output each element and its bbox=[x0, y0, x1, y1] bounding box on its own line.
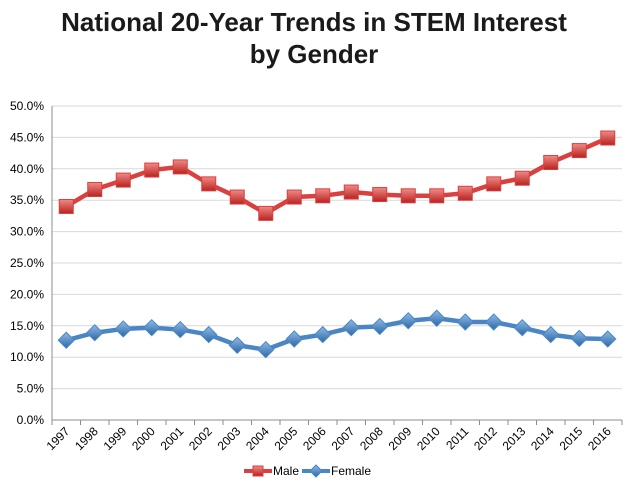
x-axis-tick-labels: 1997 1998 1999 2000 2001 2002 2003 2004 2005 2006… bbox=[44, 424, 615, 453]
x-tick-label: 2000 bbox=[129, 424, 158, 453]
male-data-point bbox=[87, 182, 103, 198]
female-data-point bbox=[342, 318, 360, 337]
male-data-point bbox=[315, 188, 331, 204]
legend-item-female: Female bbox=[302, 464, 371, 478]
legend-label: Male bbox=[273, 464, 299, 478]
male-data-point bbox=[514, 170, 530, 186]
legend-label: Female bbox=[331, 464, 371, 478]
x-tick-label: 1999 bbox=[101, 424, 130, 453]
female-data-point bbox=[399, 312, 417, 330]
y-tick-label: 20.0% bbox=[10, 287, 44, 301]
x-tick-label: 2015 bbox=[557, 424, 586, 453]
y-tick-label: 30.0% bbox=[10, 225, 44, 239]
x-tick-label: 2008 bbox=[357, 424, 386, 453]
x-tick-label: 2002 bbox=[186, 424, 215, 453]
data-series bbox=[57, 130, 617, 359]
male-data-point bbox=[286, 189, 302, 205]
female-data-point bbox=[428, 309, 446, 327]
female-series-line bbox=[64, 316, 610, 352]
female-data-point bbox=[314, 325, 332, 344]
male-data-point bbox=[343, 184, 359, 200]
female-data-point bbox=[485, 313, 503, 331]
female-data-point bbox=[570, 329, 588, 348]
legend: Male Female bbox=[244, 464, 371, 478]
series-male bbox=[58, 130, 616, 221]
x-tick-label: 2012 bbox=[471, 424, 500, 453]
female-data-point bbox=[599, 330, 617, 348]
female-data-point bbox=[228, 336, 246, 354]
female-data-point bbox=[57, 331, 75, 349]
gridlines bbox=[52, 105, 622, 390]
x-tick-label: 2011 bbox=[443, 424, 471, 452]
legend-item-male: Male bbox=[244, 464, 299, 478]
female-data-point bbox=[513, 318, 531, 337]
female-data-point bbox=[200, 325, 218, 344]
female-data-point bbox=[456, 313, 474, 331]
x-tick-label: 2003 bbox=[215, 424, 244, 453]
chart-title-line-2: by Gender bbox=[249, 39, 379, 69]
male-data-point bbox=[486, 176, 502, 192]
y-axis-tick-labels: 0.0% 5.0% 10.0% 15.0% 20.0% 25.0% 30.0% 35.0% 40… bbox=[10, 99, 44, 427]
y-tick-label: 5.0% bbox=[17, 382, 45, 396]
y-tick-label: 35.0% bbox=[10, 193, 44, 207]
male-data-point bbox=[400, 188, 416, 204]
female-data-point bbox=[257, 340, 275, 359]
male-data-point bbox=[201, 176, 217, 192]
female-data-point bbox=[171, 320, 189, 339]
male-data-point bbox=[457, 185, 473, 201]
female-data-point bbox=[285, 330, 303, 348]
x-tick-label: 2005 bbox=[272, 424, 301, 453]
y-tick-label: 40.0% bbox=[10, 162, 44, 176]
male-data-point bbox=[372, 187, 388, 203]
legend-swatch-marker bbox=[252, 465, 264, 477]
y-tick-label: 25.0% bbox=[10, 256, 44, 270]
x-tick-label: 2010 bbox=[414, 424, 443, 453]
x-tick-label: 2001 bbox=[158, 424, 187, 453]
male-data-point bbox=[115, 172, 131, 188]
chart-title: National 20-Year Trends in STEM Interest… bbox=[0, 6, 628, 70]
y-tick-label: 45.0% bbox=[10, 130, 44, 144]
y-tick-label: 50.0% bbox=[10, 99, 44, 113]
male-data-point bbox=[258, 205, 274, 221]
male-data-point bbox=[172, 159, 188, 175]
male-data-point bbox=[229, 189, 245, 205]
x-tick-label: 2014 bbox=[528, 424, 557, 453]
male-data-point bbox=[58, 198, 74, 214]
legend-swatch-marker bbox=[309, 464, 323, 478]
male-data-point bbox=[543, 155, 559, 171]
male-data-point bbox=[144, 162, 160, 178]
male-data-point bbox=[429, 188, 445, 204]
female-data-point bbox=[114, 320, 132, 338]
y-tick-label: 15.0% bbox=[10, 319, 44, 333]
x-tick-label: 2013 bbox=[500, 424, 529, 453]
x-tick-label: 1998 bbox=[72, 424, 101, 453]
chart-title-line-1: National 20-Year Trends in STEM Interest bbox=[61, 7, 567, 37]
female-data-point bbox=[86, 324, 104, 342]
series-female bbox=[57, 309, 617, 359]
x-tick-label: 2007 bbox=[329, 424, 358, 453]
x-tick-label: 2009 bbox=[386, 424, 415, 453]
male-data-point bbox=[600, 130, 616, 146]
female-data-point bbox=[542, 325, 560, 344]
axes bbox=[51, 106, 623, 425]
y-tick-label: 0.0% bbox=[17, 413, 45, 427]
male-data-point bbox=[571, 143, 587, 159]
female-data-point bbox=[371, 317, 389, 336]
female-data-point bbox=[143, 318, 161, 337]
y-tick-label: 10.0% bbox=[10, 350, 44, 364]
x-tick-label: 2004 bbox=[243, 424, 272, 453]
x-tick-label: 2016 bbox=[585, 424, 614, 453]
x-tick-label: 2006 bbox=[300, 424, 329, 453]
x-tick-label: 1997 bbox=[44, 424, 73, 453]
